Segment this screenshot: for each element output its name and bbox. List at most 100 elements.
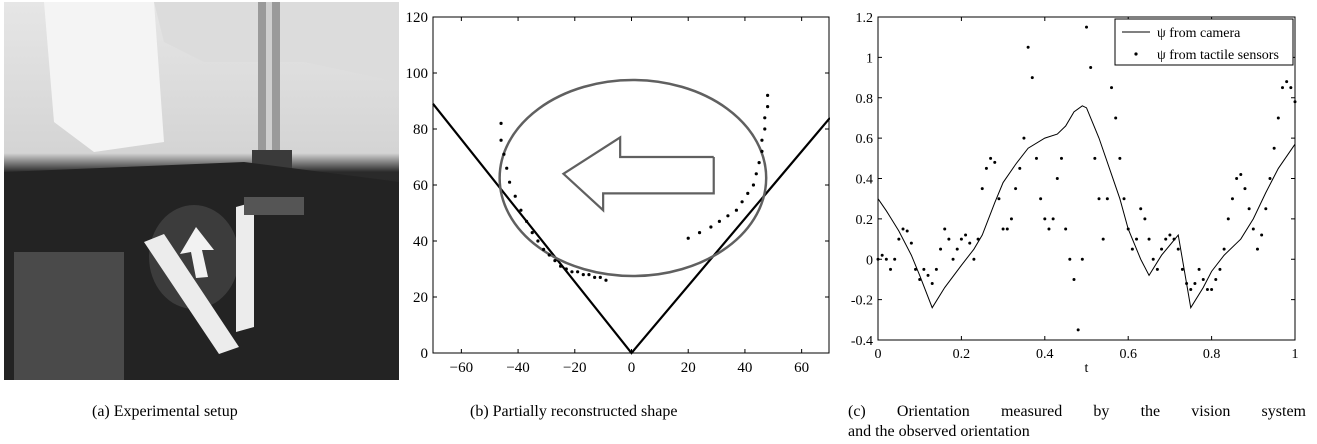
caption-c-line1: (c) Orientation measured by the vision s…: [848, 403, 1306, 420]
y-tick-label: 0: [866, 253, 873, 268]
series-tactile-point: [1151, 257, 1155, 261]
series-tactile-point: [1097, 197, 1101, 201]
series-tactile-point: [1176, 247, 1180, 251]
tactile-point-right: [766, 93, 770, 97]
series-tactile-point: [901, 227, 905, 231]
tactile-point-right: [754, 172, 758, 176]
series-tactile-point: [1160, 247, 1164, 251]
reconstructed-ellipse: [498, 78, 768, 278]
series-tactile-point: [947, 237, 951, 241]
series-tactile-point: [1197, 267, 1201, 271]
setup-illustration: [4, 2, 399, 380]
series-tactile-point: [1130, 247, 1134, 251]
y-tick-label: 0.6: [856, 132, 874, 147]
series-tactile-point: [909, 241, 913, 245]
series-tactile-point: [1043, 217, 1047, 221]
x-tick-label: 0.8: [1203, 347, 1221, 362]
tactile-point-right: [717, 219, 722, 223]
y-tick-label: 120: [406, 10, 429, 26]
y-tick-label: 0.8: [856, 92, 874, 107]
y-tick-label: 0: [421, 346, 429, 362]
series-tactile-point: [1218, 267, 1222, 271]
series-tactile-point: [968, 241, 972, 245]
series-tactile-point: [993, 160, 997, 164]
tactile-point-left: [559, 264, 563, 268]
series-tactile-point: [1205, 288, 1209, 292]
series-tactile-point: [1059, 156, 1063, 160]
series-tactile-point: [1280, 86, 1284, 90]
tactile-point-left: [513, 194, 517, 198]
tactile-point-left: [593, 275, 597, 279]
series-tactile-point: [1210, 288, 1214, 292]
tactile-point-right: [751, 183, 756, 187]
series-tactile-point: [1185, 281, 1189, 285]
series-tactile-point: [1272, 146, 1276, 150]
series-tactile-point: [905, 229, 909, 233]
chart-b-svg: −60 −40 −20 0 20 40 60 0 20 40 60 80 100 120: [406, 10, 831, 376]
series-tactile-point: [1293, 100, 1297, 104]
series-tactile-point: [1022, 136, 1026, 140]
tactile-point-left: [530, 231, 534, 235]
x-tick-label: 60: [794, 360, 809, 376]
tactile-point-left: [581, 273, 585, 277]
series-tactile-point: [1226, 217, 1230, 221]
series-tactile-point: [1251, 227, 1255, 231]
series-tactile-point: [951, 257, 955, 261]
series-tactile-point: [972, 257, 976, 261]
series-tactile-point: [1089, 65, 1093, 69]
series-tactile-point: [1014, 187, 1018, 191]
tactile-point-right: [709, 225, 713, 229]
series-tactile-point: [1172, 237, 1176, 241]
series-tactile-point: [1201, 277, 1205, 281]
series-tactile-point: [964, 233, 968, 237]
series-tactile-point: [1080, 257, 1084, 261]
tactile-point-right: [686, 236, 690, 240]
series-tactile-point: [939, 247, 943, 251]
series-tactile-point: [1139, 207, 1143, 211]
tactile-point-left: [564, 267, 568, 271]
series-tactile-point: [1264, 207, 1268, 211]
series-tactile-point: [880, 253, 884, 257]
chart-reconstructed-shape: −60 −40 −20 0 20 40 60 0 20 40 60 80 100 120: [400, 0, 831, 385]
series-tactile-point: [1155, 267, 1159, 271]
series-tactile-point: [897, 237, 901, 241]
series-tactile-point: [980, 187, 984, 191]
y-tick-label: -0.4: [851, 334, 873, 349]
tactile-point-left: [507, 180, 512, 184]
x-tick-label: 40: [737, 360, 752, 376]
y-tick-label: 100: [406, 66, 429, 82]
x-tick-label: 20: [681, 360, 696, 376]
tactile-point-left: [536, 239, 540, 243]
series-tactile-point: [918, 277, 922, 281]
series-tactile-point: [1101, 237, 1105, 241]
tactile-point-left: [547, 253, 551, 257]
series-tactile-point: [1076, 328, 1080, 332]
series-tactile-point: [1214, 277, 1218, 281]
legend-label-camera: ψ from camera: [1157, 26, 1241, 41]
series-tactile-point: [1193, 281, 1197, 285]
series-tactile-point: [997, 197, 1001, 201]
series-tactile-point: [1005, 227, 1009, 231]
tactile-point-right: [740, 200, 744, 204]
series-tactile-point: [989, 156, 993, 160]
chart-c-svg: 0 0.2 0.4 0.6 0.8 1 -0.4 -0.2 0 0.2 0.4 0.6 0.8 1 1.2 t…: [851, 11, 1299, 376]
series-tactile-point: [1126, 227, 1130, 231]
series-tactile-point: [1122, 197, 1126, 201]
series-tactile-point: [943, 227, 947, 231]
series-tactile-point: [1039, 197, 1043, 201]
x-tick-label: −60: [450, 360, 473, 376]
x-tick-label: 0: [628, 360, 636, 376]
series-tactile-point: [889, 267, 893, 271]
series-tactile-point: [1064, 227, 1068, 231]
tactile-point-right: [763, 116, 767, 120]
series-tactile-point: [1247, 207, 1251, 211]
x-tick-label: 0.4: [1036, 347, 1054, 362]
series-tactile-point: [1047, 227, 1051, 231]
series-tactile-point: [1055, 177, 1059, 180]
tactile-point-left: [604, 278, 608, 282]
chart-orientation: 0 0.2 0.4 0.6 0.8 1 -0.4 -0.2 0 0.2 0.4 0.6 0.8 1 1.2 t…: [832, 0, 1312, 385]
series-tactile-point: [893, 257, 897, 261]
series-tactile-point: [1230, 197, 1234, 201]
series-tactile-point: [1034, 156, 1038, 160]
series-tactile-point: [1093, 156, 1097, 160]
